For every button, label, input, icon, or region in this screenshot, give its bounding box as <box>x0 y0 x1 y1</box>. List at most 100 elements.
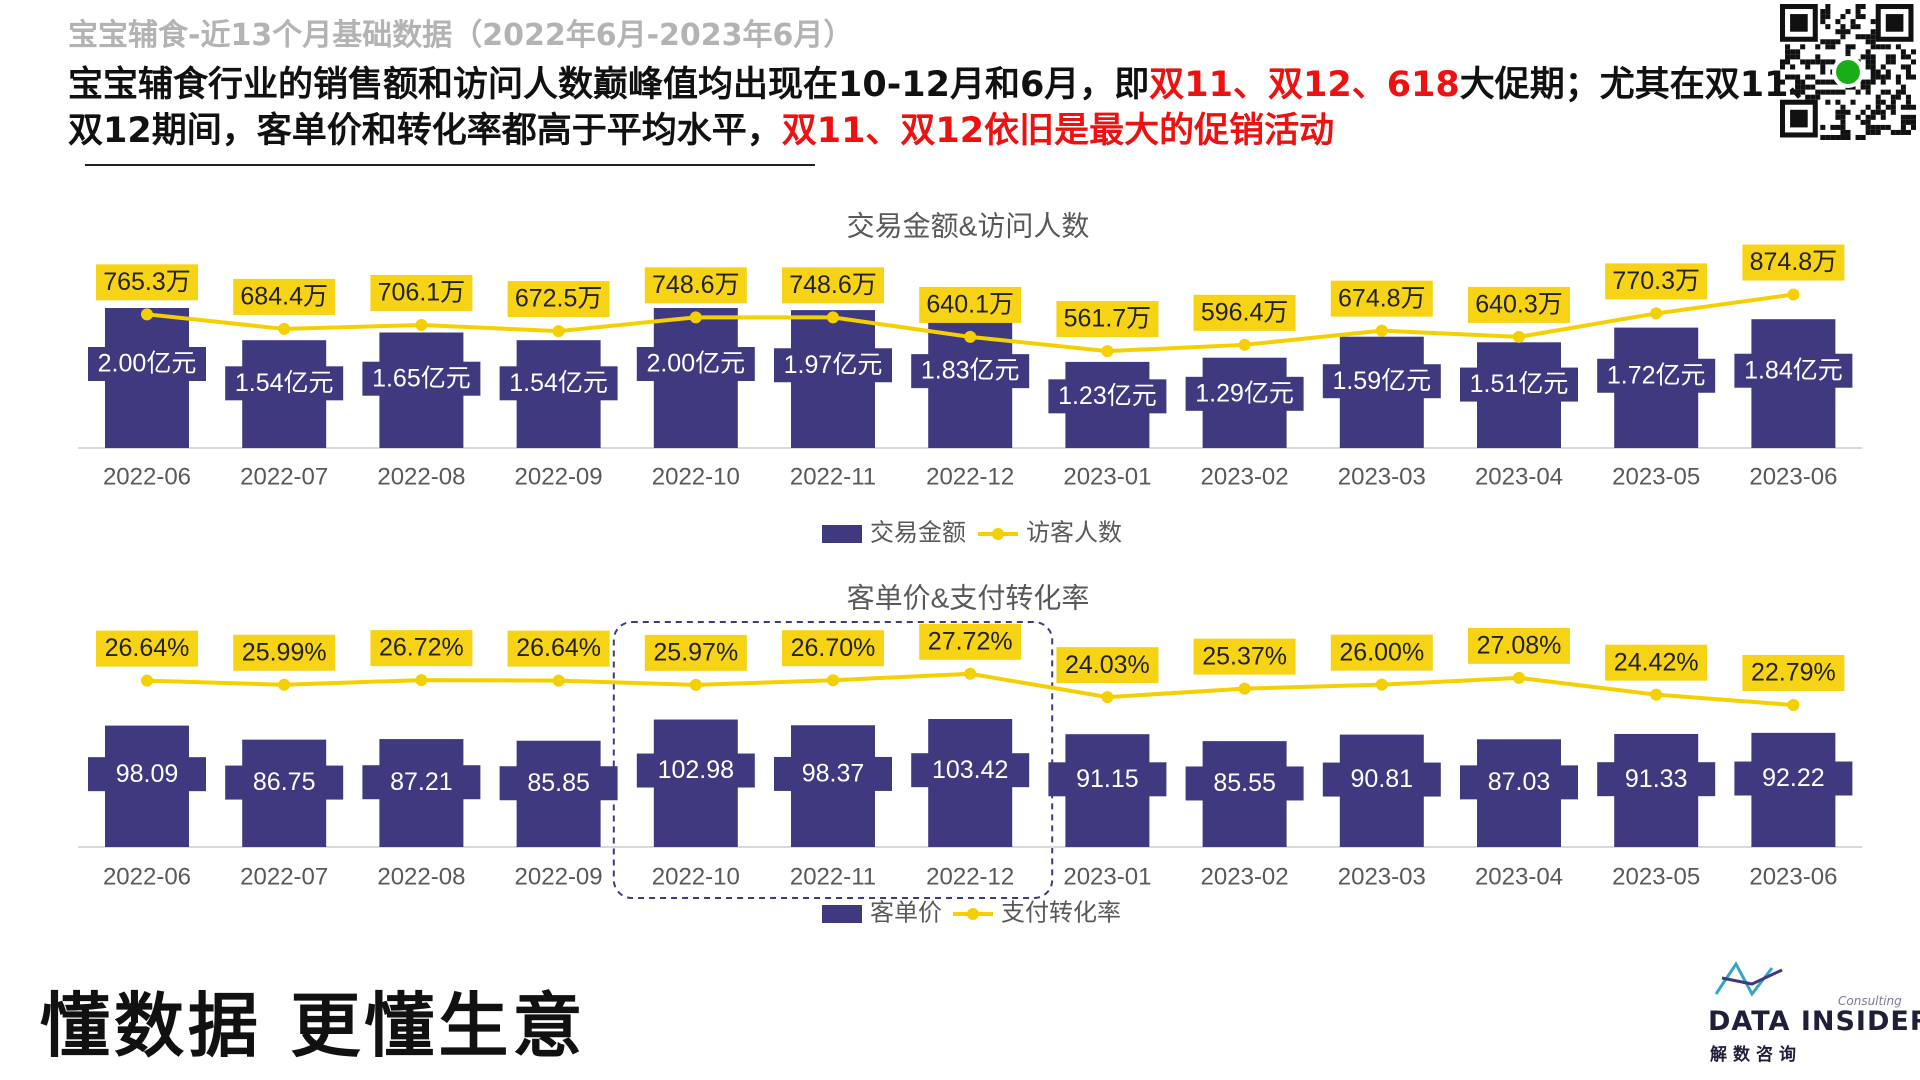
x-tick-label: 2023-03 <box>1338 863 1426 890</box>
line-label-bg <box>1468 286 1570 323</box>
x-tick-label: 2022-07 <box>240 463 328 490</box>
x-tick-label: 2023-06 <box>1749 863 1837 890</box>
line-point <box>1375 678 1388 691</box>
x-tick-label: 2023-06 <box>1749 463 1837 490</box>
slogan: 懂数据 更懂生意 <box>40 985 587 1067</box>
line-label-bg <box>1742 244 1845 281</box>
line-label-bg <box>782 630 884 667</box>
bar-label-plate <box>636 347 755 381</box>
x-tick-label: 2022-10 <box>652 863 740 890</box>
bar-label-plate <box>1322 762 1441 797</box>
bar-data-label: 91.33 <box>1625 765 1688 793</box>
line-data-label: 706.1万 <box>378 279 466 307</box>
line-point <box>1787 698 1800 711</box>
bar-data-label: 1.83亿元 <box>921 357 1020 385</box>
line-point <box>141 674 153 687</box>
x-tick-label: 2023-04 <box>1475 863 1563 890</box>
bar-data-label: 1.97亿元 <box>784 351 883 379</box>
line-point <box>964 667 977 680</box>
line-label-bg <box>96 264 198 301</box>
line-data-label: 26.64% <box>516 634 601 662</box>
bar-label-plate <box>1048 379 1167 414</box>
line-point <box>278 678 291 691</box>
line-data-label: 770.3万 <box>1612 267 1700 295</box>
legend-bar-label: 客单价 <box>870 899 942 926</box>
bar-data-label: 87.21 <box>390 768 453 796</box>
bar-label-plate <box>1048 762 1167 797</box>
chart-title: 交易金额&访问人数 <box>847 210 1090 241</box>
line-point <box>1101 691 1114 704</box>
line-label-bg <box>1468 627 1570 664</box>
brand-cn-name: 解数咨询 <box>1710 1045 1802 1065</box>
line-data-label: 672.5万 <box>515 285 603 313</box>
headline-highlight: 双11、双12依旧是最大的促销活动 <box>781 111 1335 151</box>
bar-label-plate <box>499 366 618 401</box>
x-tick-label: 2023-04 <box>1475 463 1563 490</box>
x-tick-label: 2022-10 <box>652 463 740 490</box>
line-label-bg <box>370 275 473 312</box>
data-insider-logo-icon <box>1714 961 1783 997</box>
line-point <box>141 308 153 321</box>
bar-label-plate <box>1597 762 1716 797</box>
line-point <box>1238 682 1251 695</box>
line-label-bg <box>1193 638 1296 675</box>
line-point <box>278 322 291 335</box>
bar-data-label: 85.55 <box>1213 769 1276 797</box>
line-data-label: 874.8万 <box>1750 248 1838 276</box>
line-data-label: 25.97% <box>653 638 738 666</box>
headline-text: 大促期；尤其在双11、 <box>1459 65 1824 105</box>
headline-underline <box>85 164 815 166</box>
line-label-bg <box>1330 280 1433 317</box>
bar-data-label: 2.00亿元 <box>98 350 197 378</box>
line-point <box>964 330 977 343</box>
line-data-label: 24.03% <box>1065 651 1150 679</box>
line-point <box>552 674 565 687</box>
line-data-label: 596.4万 <box>1201 298 1289 326</box>
line-point <box>415 674 428 687</box>
legend-bar-swatch <box>822 525 862 543</box>
x-tick-label: 2023-02 <box>1201 863 1289 890</box>
x-tick-label: 2022-07 <box>240 863 328 890</box>
line-point <box>415 319 428 332</box>
super-title: 宝宝辅食-近13个月基础数据（2022年6月-2023年6月） <box>68 18 854 53</box>
bar-label-plate <box>1460 765 1578 800</box>
bar-label-plate <box>774 756 892 791</box>
bar-label-plate <box>1322 364 1441 399</box>
legend-bar-swatch <box>822 905 862 923</box>
bar-data-label: 87.03 <box>1488 768 1551 796</box>
chart-title: 客单价&支付转化率 <box>847 582 1090 613</box>
bar-label-plate <box>774 348 892 383</box>
x-tick-label: 2023-01 <box>1063 463 1151 490</box>
line-label-bg <box>644 634 747 671</box>
x-tick-label: 2022-08 <box>377 463 465 490</box>
x-tick-label: 2023-01 <box>1063 863 1151 890</box>
x-tick-label: 2022-12 <box>926 463 1014 490</box>
line-label-bg <box>507 630 610 667</box>
line-label-bg <box>233 278 336 315</box>
line-label-bg <box>1330 634 1433 671</box>
line-data-label: 748.6万 <box>652 271 740 299</box>
bar-data-label: 91.15 <box>1076 765 1139 793</box>
bar-label-plate <box>1185 376 1304 411</box>
x-tick-label: 2023-05 <box>1612 863 1700 890</box>
x-tick-label: 2022-11 <box>790 463 876 490</box>
line-data-label: 26.00% <box>1339 638 1424 666</box>
line-data-label: 640.3万 <box>1475 290 1563 318</box>
brand-consulting: Consulting <box>1838 994 1902 1008</box>
line-point <box>1101 345 1114 358</box>
bar-label-plate <box>499 766 618 801</box>
bar-label-plate <box>362 361 481 396</box>
line-data-label: 22.79% <box>1751 659 1836 687</box>
line-label-bg <box>1056 301 1159 338</box>
bar-label-plate <box>362 765 481 800</box>
bar-data-label: 103.42 <box>932 756 1008 784</box>
bar-label-plate <box>1597 358 1716 393</box>
line-data-label: 26.72% <box>379 634 464 662</box>
line-label-bg <box>919 286 1022 323</box>
line-data-label: 27.08% <box>1477 631 1562 659</box>
line-point <box>689 678 702 691</box>
bar-data-label: 1.23亿元 <box>1058 382 1157 410</box>
line-point <box>1238 338 1251 351</box>
line-label-bg <box>507 281 610 318</box>
line-point <box>689 311 702 324</box>
